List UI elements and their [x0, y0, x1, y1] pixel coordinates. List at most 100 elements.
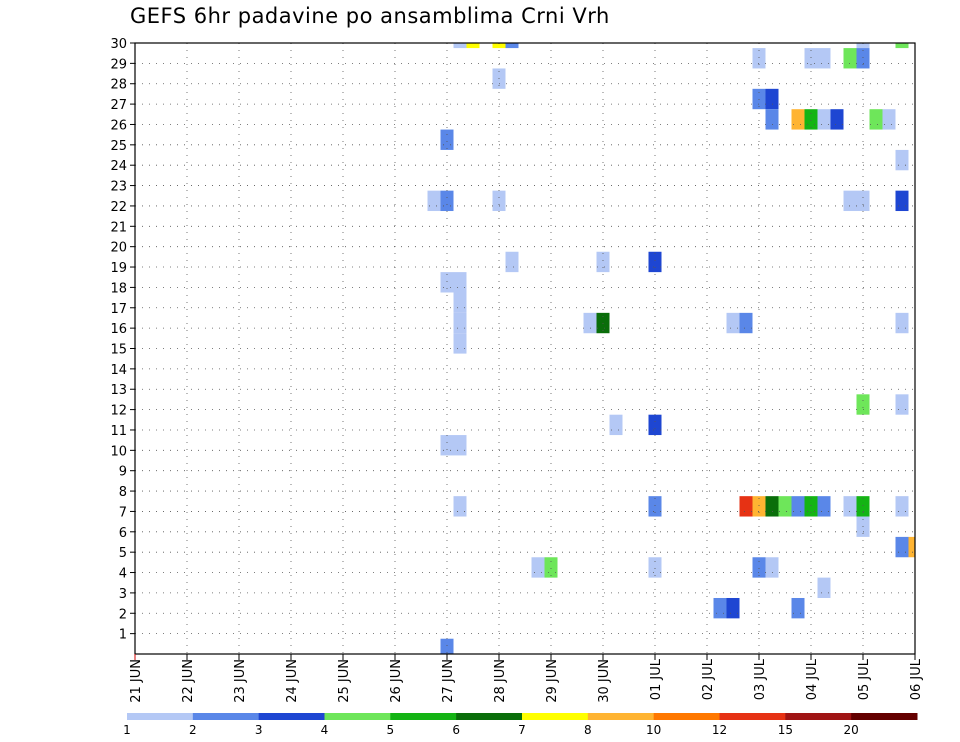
heat-cell — [804, 48, 818, 69]
y-tick-label: 10 — [110, 444, 127, 459]
y-tick-label: 23 — [110, 180, 127, 195]
y-tick-label: 21 — [110, 220, 127, 235]
heat-cell — [726, 597, 740, 619]
y-tick-label: 7 — [119, 505, 127, 520]
y-tick-label: 4 — [119, 567, 127, 582]
y-tick-label: 12 — [110, 404, 127, 419]
y-tick-label: 6 — [119, 526, 127, 541]
heat-cell — [856, 394, 870, 415]
colorbar-label: 20 — [844, 723, 859, 737]
y-tick-label: 30 — [110, 37, 127, 52]
heat-cell — [882, 109, 896, 130]
y-tick-label: 13 — [110, 383, 127, 398]
heat-cell — [752, 48, 766, 69]
heat-cell — [752, 557, 766, 578]
heat-cell — [908, 536, 915, 558]
y-tick-label: 16 — [110, 322, 127, 337]
y-tick-label: 8 — [119, 485, 127, 500]
x-tick-label: 05 JUL — [857, 658, 872, 700]
heat-cell — [713, 597, 727, 619]
heat-cell — [609, 414, 623, 436]
heat-cell — [817, 577, 831, 598]
heat-cell — [440, 638, 454, 654]
colorbar-label: 15 — [778, 723, 793, 737]
y-tick-label: 14 — [110, 363, 127, 378]
y-tick-label: 9 — [119, 465, 127, 480]
heat-cell — [895, 190, 909, 212]
colorbar-segment — [390, 713, 457, 720]
y-tick-label: 19 — [110, 261, 127, 276]
x-tick-label: 29 JUN — [545, 659, 560, 703]
heat-cell — [726, 312, 740, 334]
heat-cell — [856, 190, 870, 212]
heat-cell — [739, 496, 753, 517]
heat-cell — [466, 43, 480, 49]
y-tick-label: 15 — [110, 343, 127, 358]
heat-cell — [856, 43, 870, 49]
heat-cell — [739, 312, 753, 334]
heat-cell — [895, 536, 909, 558]
cells-layer — [427, 43, 915, 654]
heat-cell — [596, 251, 610, 273]
heat-cell — [453, 43, 467, 49]
x-tick-label: 22 JUN — [181, 659, 196, 703]
y-tick-label: 5 — [119, 546, 127, 561]
heat-cell — [869, 109, 883, 130]
y-tick-label: 11 — [110, 424, 127, 439]
colorbar-segment — [127, 713, 194, 720]
chart-title: GEFS 6hr padavine po ansamblima Crni Vrh — [130, 4, 610, 28]
heat-cell — [453, 496, 467, 517]
heat-cell — [791, 496, 805, 517]
colorbar-label: 3 — [255, 723, 263, 737]
heat-cell — [440, 129, 454, 150]
colorbar-label: 5 — [387, 723, 395, 737]
heat-cell — [856, 48, 870, 69]
y-tick-label: 20 — [110, 241, 127, 256]
heat-cell — [765, 88, 779, 110]
heat-cell — [817, 109, 831, 130]
y-tick-label: 2 — [119, 607, 127, 622]
colorbar-segment — [653, 713, 720, 720]
colorbar-label: 10 — [646, 723, 661, 737]
colorbar-segment — [192, 713, 260, 720]
x-tick-label: 25 JUN — [337, 659, 352, 703]
heat-cell — [765, 557, 779, 578]
x-tick-label: 01 JUL — [649, 658, 664, 700]
x-tick-label: 26 JUN — [389, 659, 404, 703]
colorbar-segment — [785, 713, 852, 720]
heat-cell — [895, 496, 909, 517]
heat-cell — [804, 496, 818, 517]
heat-cell — [830, 109, 844, 130]
heat-cell — [843, 496, 857, 517]
heat-cell — [856, 496, 870, 517]
heat-cell — [492, 43, 506, 49]
colorbar-label: 12 — [712, 723, 727, 737]
heat-cell — [453, 312, 467, 334]
x-tick-label: 06 JUL — [909, 658, 924, 700]
heat-cell — [895, 312, 909, 334]
colorbar-segment — [324, 713, 391, 720]
x-tick-label: 28 JUN — [493, 659, 508, 703]
heat-cell — [778, 496, 792, 517]
colorbar-segment — [587, 713, 655, 720]
heat-cell — [895, 149, 909, 171]
y-tick-label: 3 — [119, 587, 127, 602]
heat-cell — [544, 557, 558, 578]
y-axis: 1234567891011121314151617181920212223242… — [110, 37, 135, 643]
x-tick-label: 30 JUN — [597, 659, 612, 703]
y-tick-label: 29 — [110, 57, 127, 72]
colorbar: 1 2 3 4 5 6 7 8 10 12 15 20 — [123, 713, 918, 737]
heat-cell — [752, 496, 766, 517]
heat-cell — [427, 190, 441, 212]
colorbar-segment — [719, 713, 786, 720]
heat-cell — [440, 190, 454, 212]
x-tick-label: 04 JUL — [805, 658, 820, 700]
y-tick-label: 27 — [110, 98, 127, 113]
heat-cell — [895, 43, 909, 49]
y-tick-label: 28 — [110, 78, 127, 93]
heat-cell — [648, 557, 662, 578]
colorbar-label: 7 — [518, 723, 526, 737]
heat-cell — [583, 312, 597, 334]
heat-cell — [505, 251, 519, 273]
